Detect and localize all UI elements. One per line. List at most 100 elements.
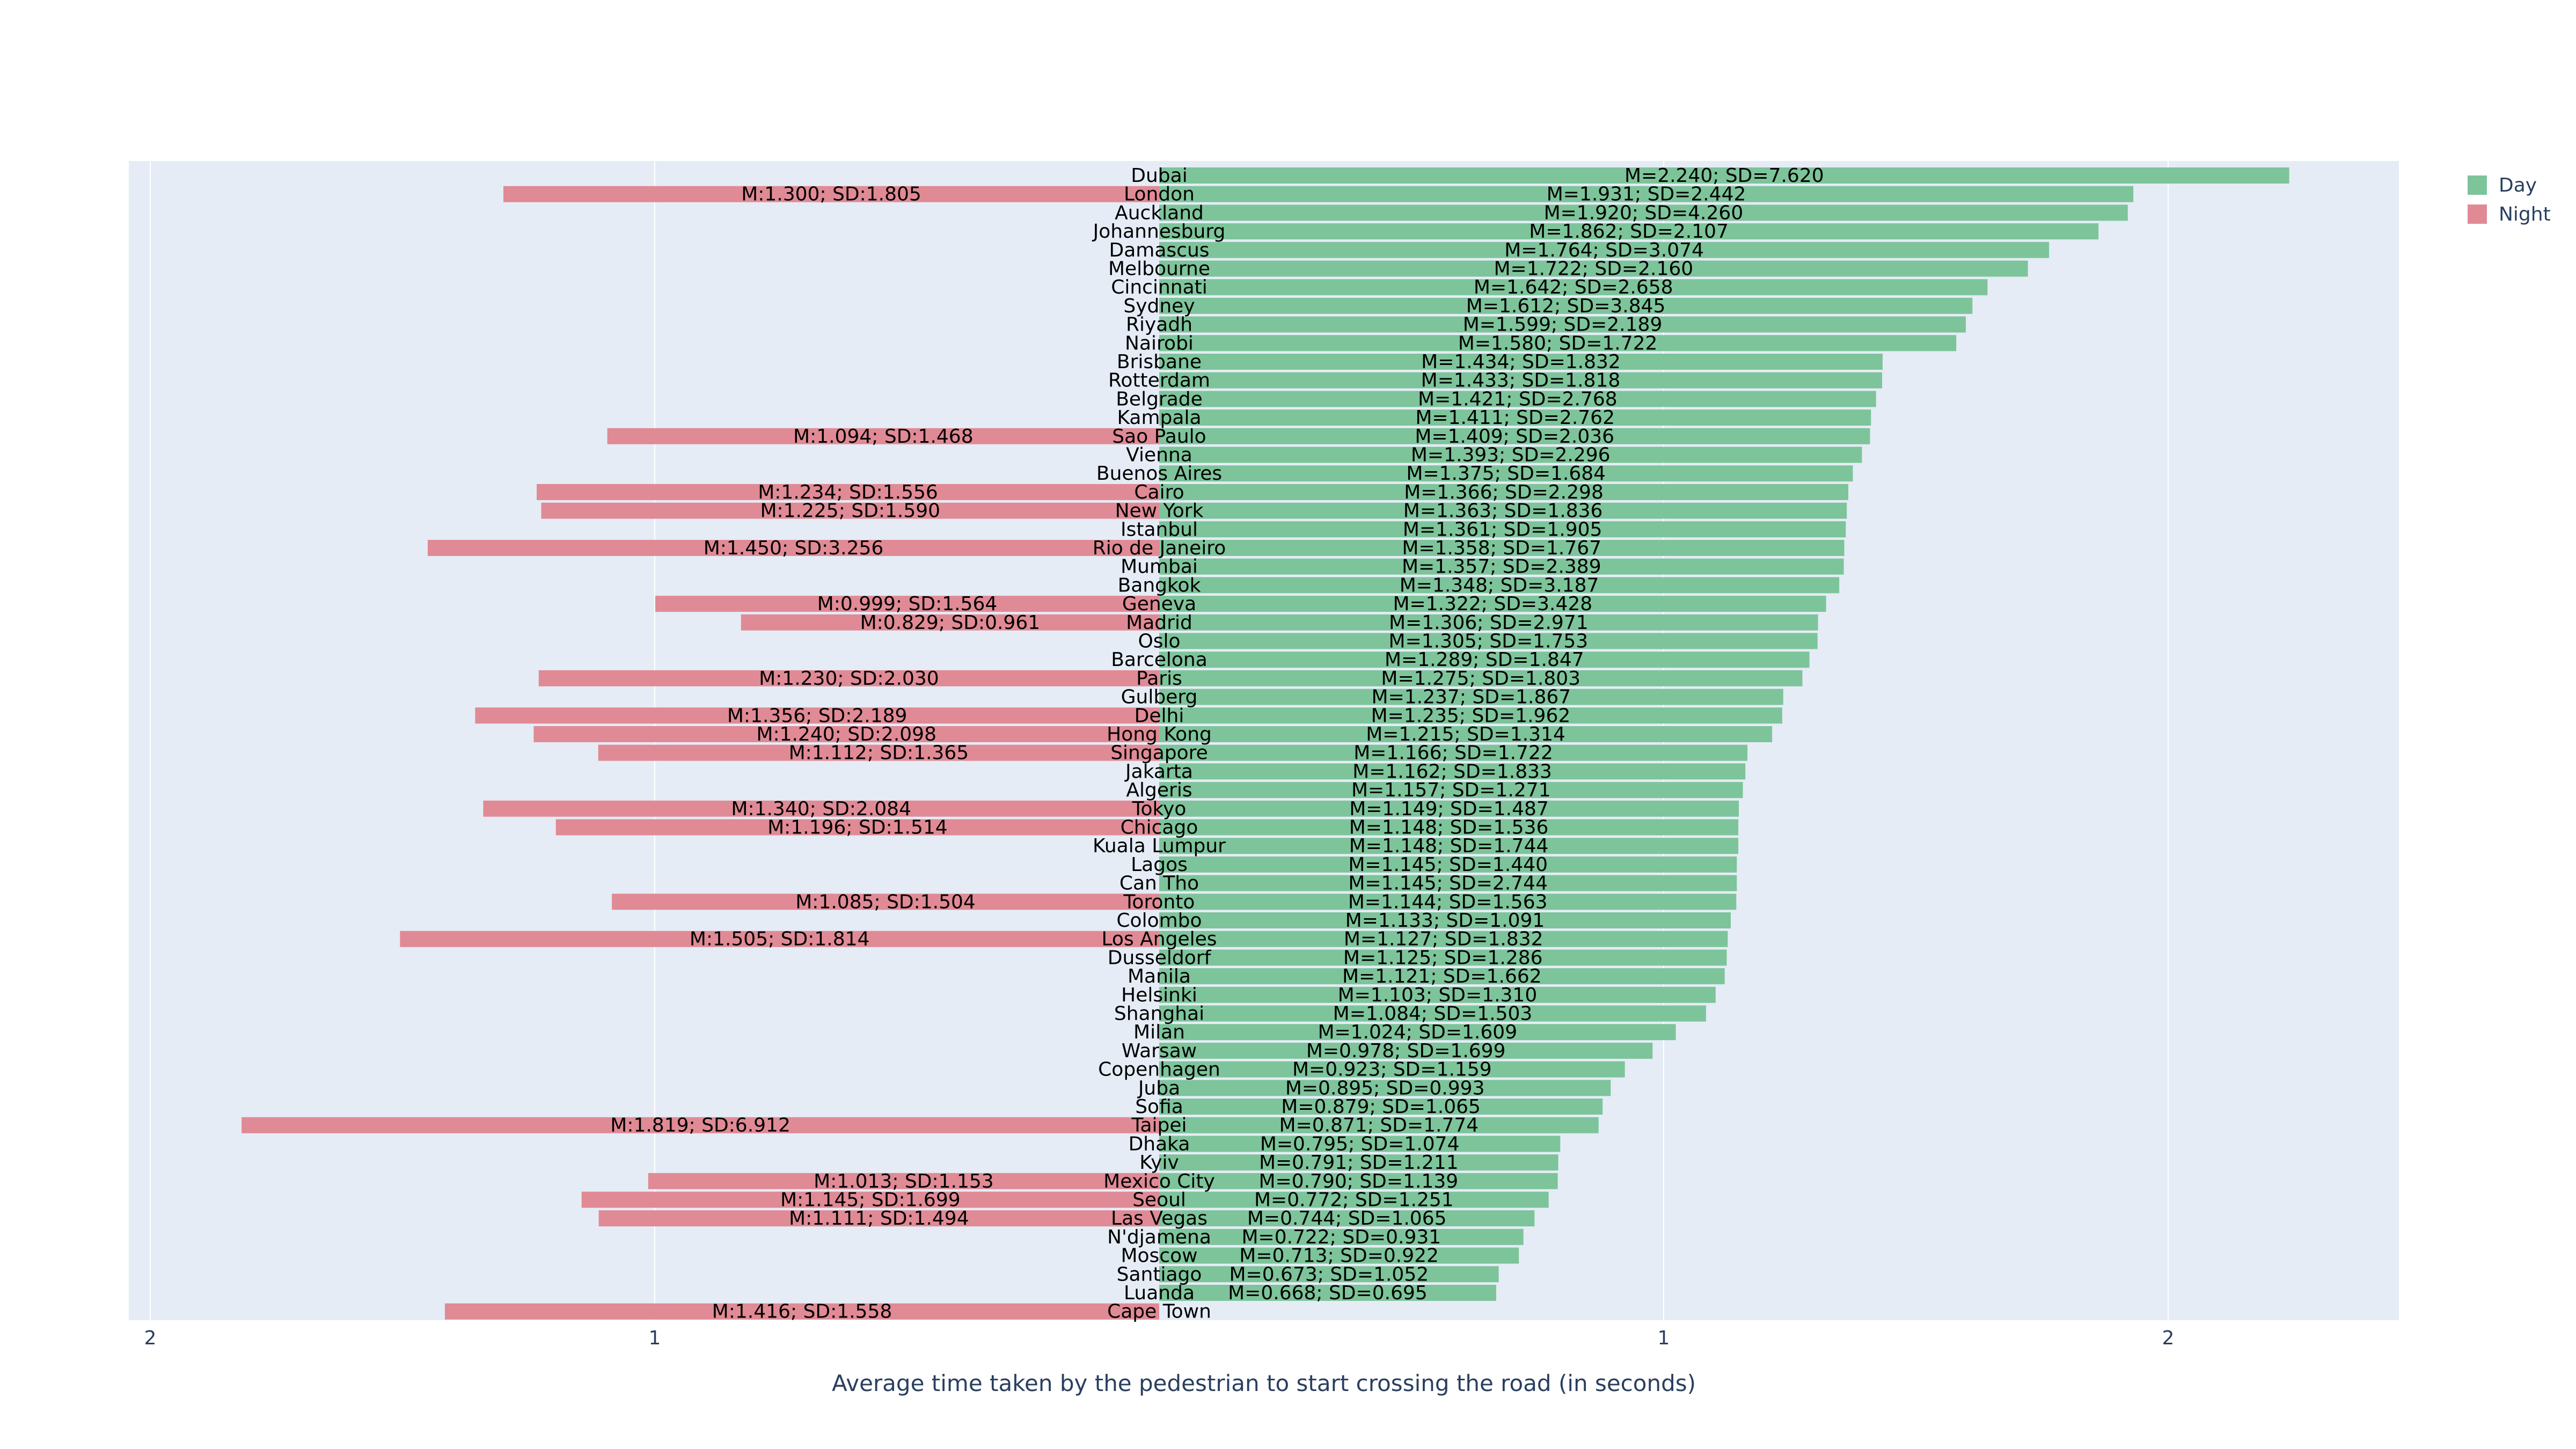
night-bar-label: M:1.300; SD:1.805 [741,184,921,206]
day-bar-label: M=1.920; SD=4.260 [1544,202,1744,224]
day-bar [1159,986,1716,1003]
day-bar [1159,894,1737,910]
category-label: Sofia [1135,1096,1183,1118]
day-bar-label: M=1.764; SD=3.074 [1504,239,1704,261]
category-label: Kyiv [1139,1152,1179,1174]
day-bar-label: M=1.599; SD=2.189 [1463,314,1663,336]
legend-swatch-night[interactable] [2468,204,2487,224]
day-bar [1159,204,2128,221]
category-label: Hong Kong [1107,723,1212,745]
night-bar [400,931,1159,947]
category-label: Dusseldorf [1108,947,1212,969]
category-label: Paris [1136,668,1182,690]
night-bar-label: M:0.829; SD:0.961 [860,612,1041,634]
category-label: Milan [1133,1021,1185,1043]
day-bar [1159,875,1737,891]
day-bar-label: M=1.149; SD=1.487 [1349,798,1549,820]
category-label: Santiago [1117,1263,1202,1285]
day-bar [1159,354,1883,370]
category-label: Chicago [1121,817,1198,839]
category-label: Luanda [1124,1282,1195,1304]
day-bar-label: M=1.144; SD=1.563 [1348,891,1548,913]
category-label: New York [1115,500,1204,522]
night-bar-label: M:1.340; SD:2.084 [731,798,911,820]
day-bar-label: M=0.772; SD=1.251 [1254,1189,1454,1211]
day-bar [1159,577,1840,594]
category-label: Cincinnati [1111,276,1208,298]
day-bar-label: M=1.305; SD=1.753 [1389,631,1589,653]
legend[interactable]: Day Night [2468,174,2551,225]
day-bar-label: M=0.713; SD=0.922 [1239,1245,1439,1267]
category-label: Manila [1128,965,1191,987]
category-label: Vienna [1126,444,1192,466]
day-bar-label: M=1.433; SD=1.818 [1421,370,1621,392]
category-label: Riyadh [1126,314,1192,336]
day-bar [1159,372,1883,389]
day-bar-label: M=1.103; SD=1.310 [1338,984,1538,1006]
x-tick-label: 1 [649,1327,661,1349]
day-bar [1159,707,1782,724]
day-bar-label: M=0.673; SD=1.052 [1229,1263,1429,1285]
day-bar-label: M=1.722; SD=2.160 [1494,258,1694,280]
night-bar-label: M:1.112; SD:1.365 [789,742,969,764]
day-bar-label: M=1.145; SD=1.440 [1348,854,1548,876]
day-bar [1159,223,2099,240]
day-bar [1159,782,1743,799]
day-bar [1159,931,1728,947]
day-bar-label: M=1.237; SD=1.867 [1372,686,1571,708]
day-bar-label: M=1.862; SD=2.107 [1529,221,1729,243]
day-bar-label: M=1.375; SD=1.684 [1406,463,1606,485]
day-bar-label: M=1.366; SD=2.298 [1404,481,1604,503]
night-bar [598,744,1159,761]
night-bar [598,1210,1159,1227]
day-bar [1159,763,1746,780]
day-bar-label: M=0.879; SD=1.065 [1281,1096,1481,1118]
day-bar-label: M=1.145; SD=2.744 [1348,873,1548,895]
day-bar-label: M=0.791; SD=1.211 [1259,1152,1459,1174]
category-label: Taipei [1131,1115,1187,1137]
legend-swatch-day[interactable] [2468,175,2487,195]
day-bar [1159,1154,1558,1171]
category-label: Warsaw [1122,1040,1197,1062]
day-bar [1159,1061,1625,1078]
category-label: Kuala Lumpur [1093,835,1226,857]
category-labels: DubaiLondonAucklandJohannesburgDamascusM… [1092,165,1226,1323]
day-bar-label: M=1.121; SD=1.662 [1342,965,1542,987]
night-bar [581,1191,1159,1208]
category-label: Nairobi [1125,332,1194,354]
day-bar [1159,1005,1706,1022]
night-bar-label: M:1.819; SD:6.912 [610,1115,791,1137]
day-bar [1159,335,1957,352]
day-bar [1159,241,2050,258]
night-bar [612,894,1159,910]
night-bar-label: M:1.196; SD:1.514 [767,817,948,839]
legend-label-night[interactable]: Night [2499,203,2551,225]
day-bar-label: M=1.642; SD=2.658 [1474,276,1673,298]
category-label: London [1124,184,1195,206]
category-label: Cairo [1134,481,1184,503]
day-series [1159,167,2289,1301]
category-label: Belgrade [1116,388,1203,410]
day-bar-label: M=1.125; SD=1.286 [1343,947,1543,969]
day-bar [1159,447,1862,463]
category-label: Dubai [1131,165,1187,187]
category-label: Geneva [1122,593,1196,615]
day-bar [1159,1024,1676,1041]
night-bar [541,502,1159,519]
x-tick-label: 2 [2162,1327,2175,1349]
day-bar-label: M=1.162; SD=1.833 [1352,760,1552,782]
day-bar-label: M=1.166; SD=1.722 [1353,742,1553,764]
night-bar-label: M:0.999; SD:1.564 [817,593,998,615]
legend-label-day[interactable]: Day [2499,174,2537,196]
day-bar [1159,391,1876,407]
day-bar-label: M=1.363; SD=1.836 [1403,500,1603,522]
category-label: Copenhagen [1098,1059,1220,1081]
day-bar-label: M=1.357; SD=2.389 [1402,556,1601,578]
day-bar [1159,502,1847,519]
night-bar-label: M:1.240; SD:2.098 [756,723,936,745]
day-bar-label: M=1.434; SD=1.832 [1421,351,1621,373]
night-bar [428,540,1159,556]
category-label: Kampala [1117,407,1201,429]
